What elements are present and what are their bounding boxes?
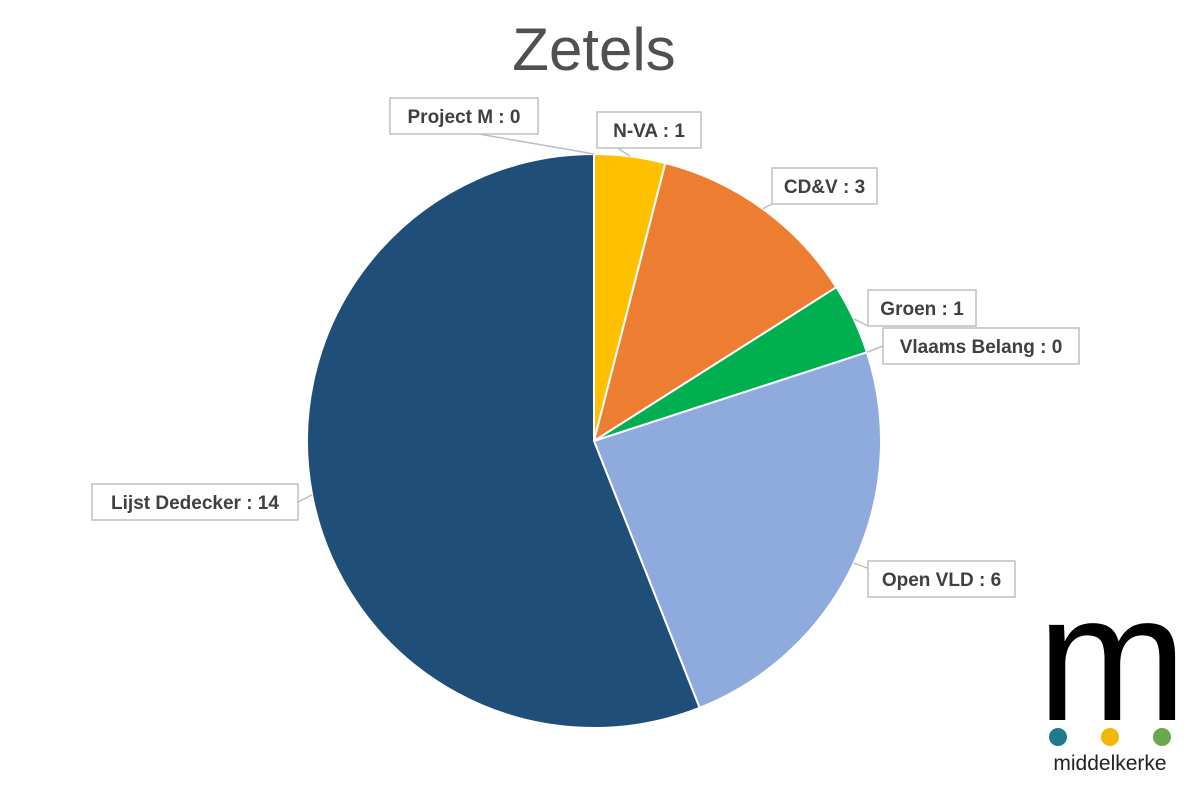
data-label-vlaams-belang: Vlaams Belang : 0 (900, 337, 1063, 358)
data-label-box-vlaams-belang (882, 327, 1080, 365)
pie-data-labels: Project M : 0 N-VA : 1 CD&V : 3 Groen : 1 Vl… (91, 97, 1080, 598)
logo-letter: m (1037, 558, 1187, 759)
logo-name: middelkerke (1053, 752, 1166, 775)
data-label-project-m: Project M : 0 (408, 107, 521, 128)
leader-line-project-m (478, 133, 595, 155)
leader-line-open-vld (853, 562, 869, 569)
pie-slice-lijst-dedecker (306, 152, 701, 729)
pie-slices (306, 152, 882, 729)
data-label-cdandv: CD&V : 3 (784, 177, 865, 198)
data-label-box-cdandv (771, 167, 878, 205)
data-label-box-n-va (596, 111, 702, 149)
data-label-groen: Groen : 1 (880, 299, 964, 320)
pie-slice-open-vld (592, 351, 882, 710)
leader-line-cdandv (762, 203, 773, 210)
data-label-box-lijst-dedecker (91, 483, 299, 521)
data-label-lijst-dedecker: Lijst Dedecker : 14 (111, 493, 279, 514)
leader-line-lijst-dedecker (297, 494, 313, 503)
data-label-box-project-m (389, 97, 539, 135)
data-label-box-open-vld (867, 560, 1016, 598)
pie-slice-cdandv (592, 161, 838, 444)
logo-dot-teal (1049, 728, 1067, 746)
leader-line-groen (853, 318, 869, 327)
data-label-n-va: N-VA : 1 (613, 121, 685, 142)
chart-title: Zetels (512, 16, 675, 83)
logo-dot-yellow (1101, 728, 1119, 746)
logo-dot-green (1153, 728, 1171, 746)
leader-line-vlaams-belang (866, 345, 884, 354)
leader-line-n-va (617, 147, 631, 157)
middelkerke-logo: m middelkerke (1037, 558, 1187, 775)
data-label-box-groen (867, 289, 977, 327)
data-label-open-vld: Open VLD : 6 (882, 570, 1001, 591)
